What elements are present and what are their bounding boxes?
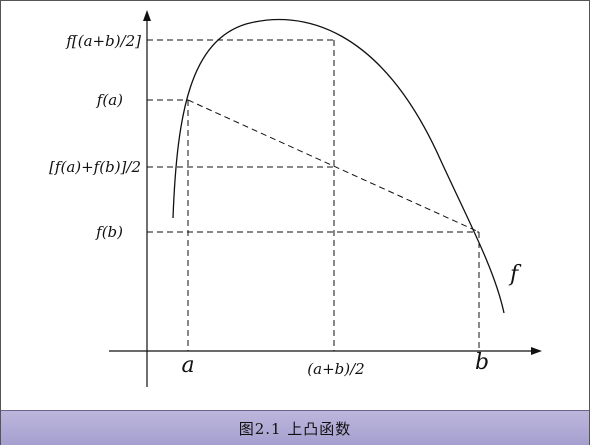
label-chord-mid: [f(a)+f(b)]/2 — [49, 158, 141, 176]
label-f-a: f(a) — [96, 91, 123, 109]
curve-f — [172, 18, 505, 314]
label-f-b: f(b) — [95, 223, 123, 241]
label-b: b — [475, 350, 489, 375]
label-a: a — [181, 353, 194, 378]
label-f-mid: f[(a+b)/2] — [65, 32, 141, 50]
concave-function-diagram: f[(a+b)/2] f(a) [f(a)+f(b)]/2 f(b) f a (… — [49, 10, 542, 387]
y-axis-arrow — [143, 10, 151, 21]
chord — [187, 99, 480, 233]
label-mid: (a+b)/2 — [307, 360, 364, 378]
figure-caption: 图2.1 上凸函数 — [238, 419, 352, 438]
caption-bar: 图2.1 上凸函数 — [1, 410, 589, 445]
label-curve-f: f — [508, 262, 522, 287]
x-axis-arrow — [531, 347, 542, 355]
